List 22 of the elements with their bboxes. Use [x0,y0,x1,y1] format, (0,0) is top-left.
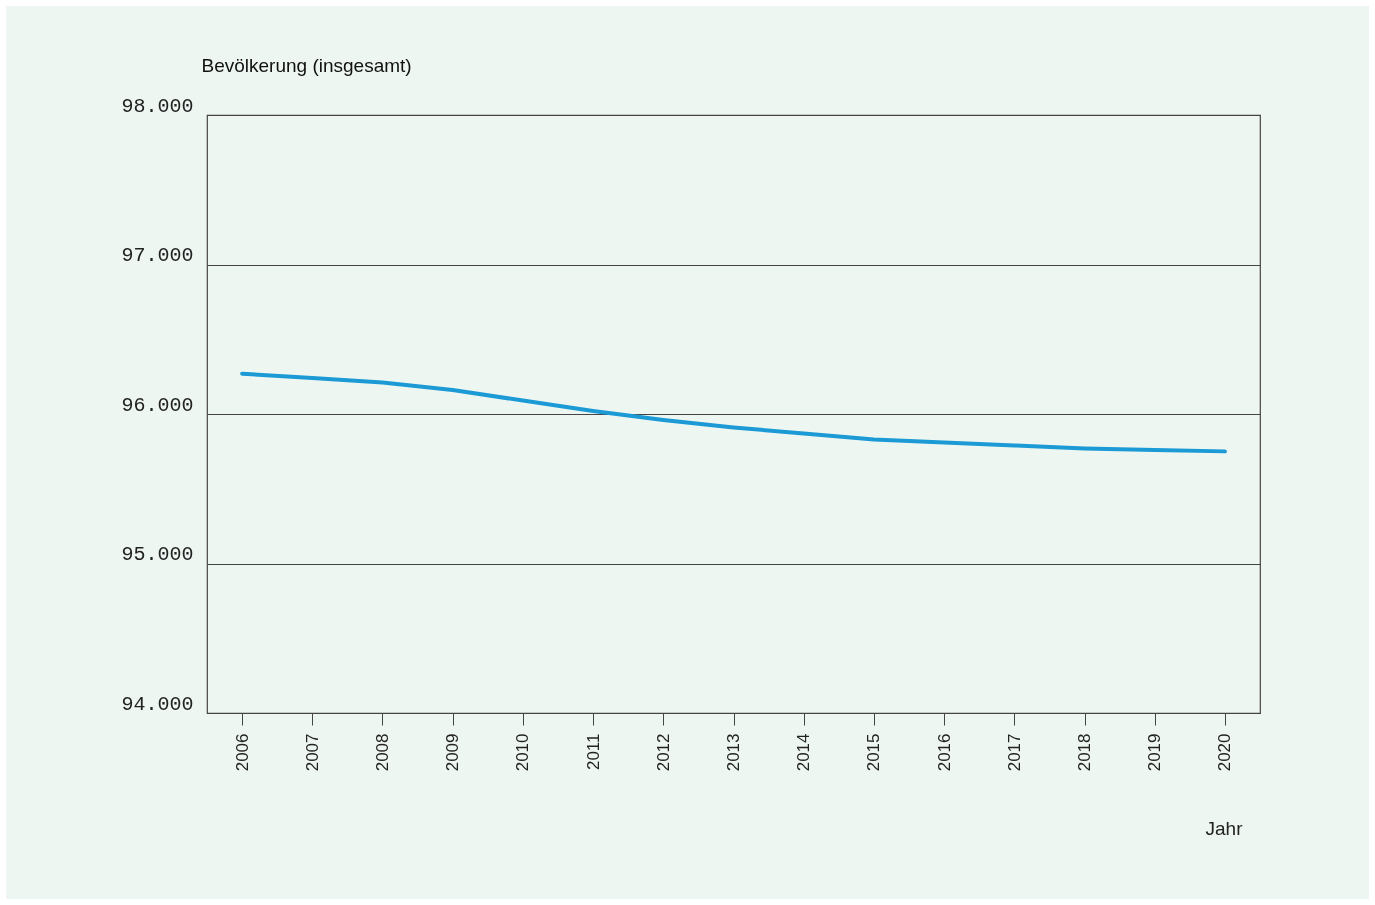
x-tick-label: 2018 [1075,733,1094,772]
x-tick-label: 2009 [443,733,463,772]
x-tick-label: 2006 [232,733,252,772]
x-axis-title: Jahr [1205,817,1244,839]
y-axis-title: Bevölkerung (insgesamt) [201,54,412,76]
y-tick-label: 95.000 [121,543,194,566]
x-tick-label: 2016 [934,733,954,772]
x-tick-label: 2007 [302,733,322,772]
x-tick-label: 2019 [1145,733,1165,772]
x-tick-label: 2017 [1004,733,1024,772]
y-tick-label: 97.000 [121,244,194,267]
x-tick-label: 2012 [653,733,673,772]
y-tick-label: 94.000 [121,692,194,716]
x-tick-label: 2008 [373,733,392,772]
y-tick-label: 98.000 [121,94,194,118]
x-tick-label: 2014 [794,733,814,772]
x-tick-label: 2010 [513,733,533,772]
x-tick-label: 2013 [724,733,743,772]
y-tick-label: 96.000 [121,393,194,417]
x-tick-label: 2011 [583,733,603,771]
x-tick-label: 2015 [864,733,884,772]
x-tick-label: 2020 [1215,733,1235,772]
